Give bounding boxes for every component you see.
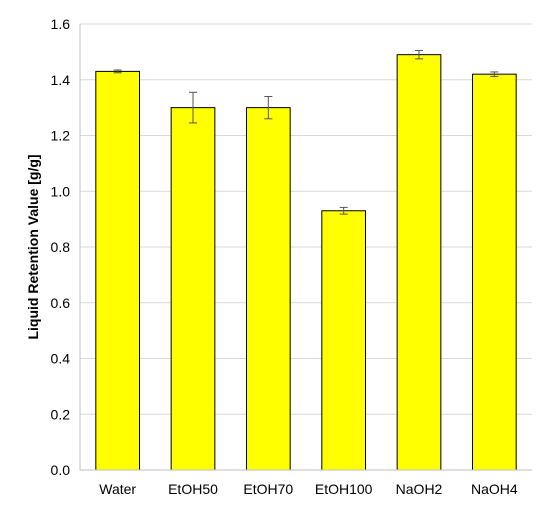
x-tick-label: EtOH100	[315, 481, 373, 497]
bar-etoh100	[321, 210, 367, 471]
y-tick-label: 0.0	[51, 462, 71, 478]
x-tick-label: EtOH70	[243, 481, 293, 497]
error-bar-etoh100	[339, 206, 348, 215]
x-tick-labels: Water EtOH50 EtOH70 EtOH100 NaOH2 NaOH4	[99, 481, 518, 497]
y-tick-label: 1.6	[51, 16, 71, 32]
y-tick-label: 1.4	[51, 72, 71, 88]
bar-naoh4	[471, 73, 517, 471]
x-tick-label: EtOH50	[168, 481, 218, 497]
grid-lines	[80, 23, 532, 415]
y-tick-label: 1.0	[51, 183, 71, 199]
y-tick-label: 0.2	[51, 406, 71, 422]
y-tick-labels: 0.0 0.2 0.4 0.6 0.8 1.0 1.2 1.4 1.6	[51, 16, 71, 478]
bar-etoh50	[170, 107, 216, 471]
bars	[95, 54, 517, 471]
error-bar-etoh70	[264, 95, 273, 120]
y-axis-title: Liquid Retention Value [g/g]	[25, 154, 41, 339]
error-bar-etoh50	[189, 91, 197, 124]
y-tick-label: 0.4	[51, 351, 71, 367]
bar-naoh2	[396, 54, 442, 471]
y-tick-label: 0.8	[51, 239, 71, 255]
error-bars	[113, 49, 499, 215]
error-bar-naoh2	[415, 49, 423, 60]
x-tick-label: NaOH4	[471, 481, 518, 497]
x-tick-label: NaOH2	[396, 481, 443, 497]
x-tick-label: Water	[99, 481, 136, 497]
error-bar-water	[113, 69, 122, 74]
error-bar-naoh4	[490, 71, 499, 77]
y-tick-label: 1.2	[51, 128, 71, 144]
bar-etoh70	[245, 107, 291, 471]
y-tick-label: 0.6	[51, 295, 71, 311]
bar-water	[95, 70, 141, 471]
